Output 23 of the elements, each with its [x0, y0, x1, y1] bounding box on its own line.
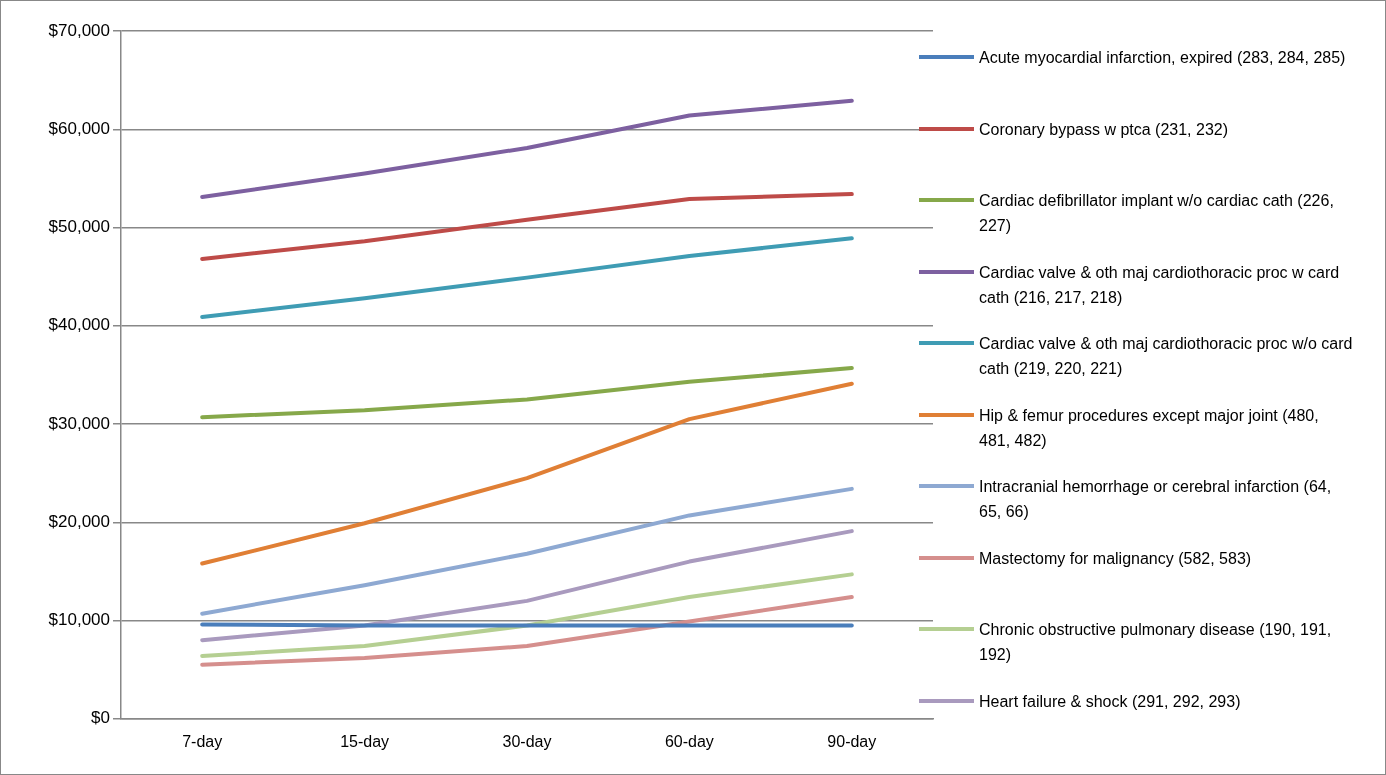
x-tick-label: 7-day [182, 732, 223, 750]
y-tick-label: $40,000 [48, 315, 110, 335]
y-tick-label: $10,000 [48, 610, 110, 630]
legend-label: Coronary bypass w ptca (231, 232) [979, 119, 1229, 140]
legend-label: Acute myocardial infarction, expired (283, 284, 285) [979, 48, 1347, 68]
legend-label: Mastectomy for malignancy (582, 583) [979, 548, 1253, 569]
x-tick-label: 30-day [502, 732, 552, 750]
legend-label: Cardiac valve & oth maj cardiothoracic proc w/o card cath (219, 220, 221) [979, 334, 1354, 379]
x-tick-label: 60-day [664, 732, 714, 750]
legend-label: Hip & femur procedures except major joint (480, 481, 482) [979, 405, 1320, 451]
y-tick-label: $30,000 [48, 413, 110, 433]
legend-label: Heart failure & shock (291, 292, 293) [979, 691, 1242, 712]
legend-label: Intracranial hemorrhage or cerebral infarction (64, 65, 66) [979, 477, 1333, 522]
y-tick-label: $20,000 [48, 511, 110, 531]
x-tick-label: 90-day [827, 732, 877, 750]
legend-label: Cardiac defibrillator implant w/o cardiac cath (226, 227) [979, 191, 1335, 236]
y-tick-label: $60,000 [48, 118, 110, 138]
legend-label: Cardiac valve & oth maj cardiothoracic proc w card cath (216, 217, 218) [979, 262, 1341, 308]
x-tick-label: 15-day [340, 732, 390, 750]
y-tick-label: $0 [91, 708, 110, 728]
y-tick-label: $50,000 [48, 217, 110, 237]
legend-label: Chronic obstructive pulmonary disease (190, 191, 192) [979, 620, 1333, 665]
y-tick-label: $70,000 [48, 20, 110, 40]
